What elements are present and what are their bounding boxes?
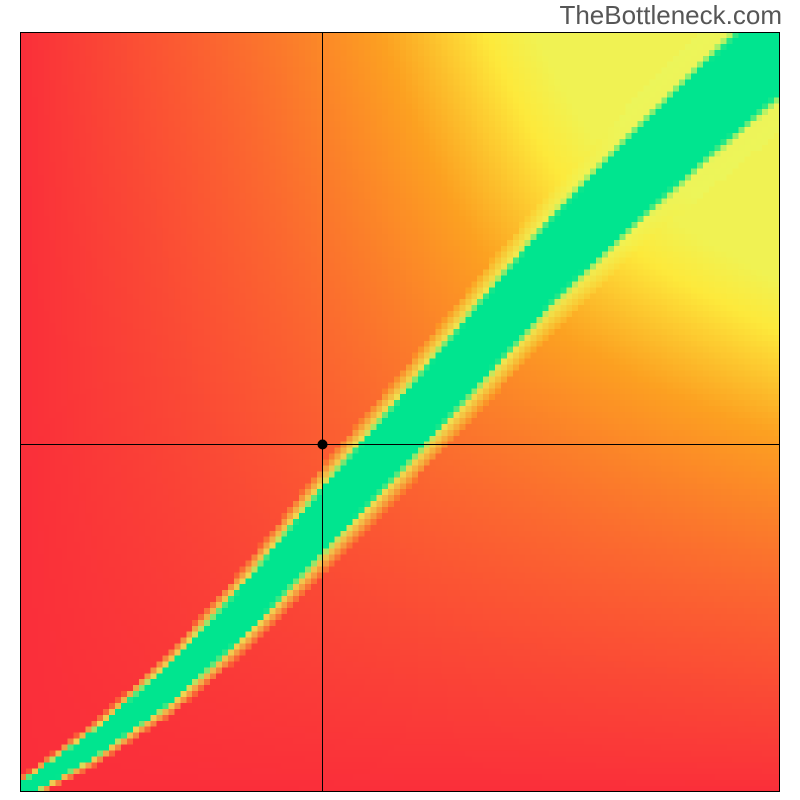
overlay-canvas xyxy=(20,32,780,792)
watermark-text: TheBottleneck.com xyxy=(559,0,782,31)
chart-container: TheBottleneck.com xyxy=(0,0,800,800)
